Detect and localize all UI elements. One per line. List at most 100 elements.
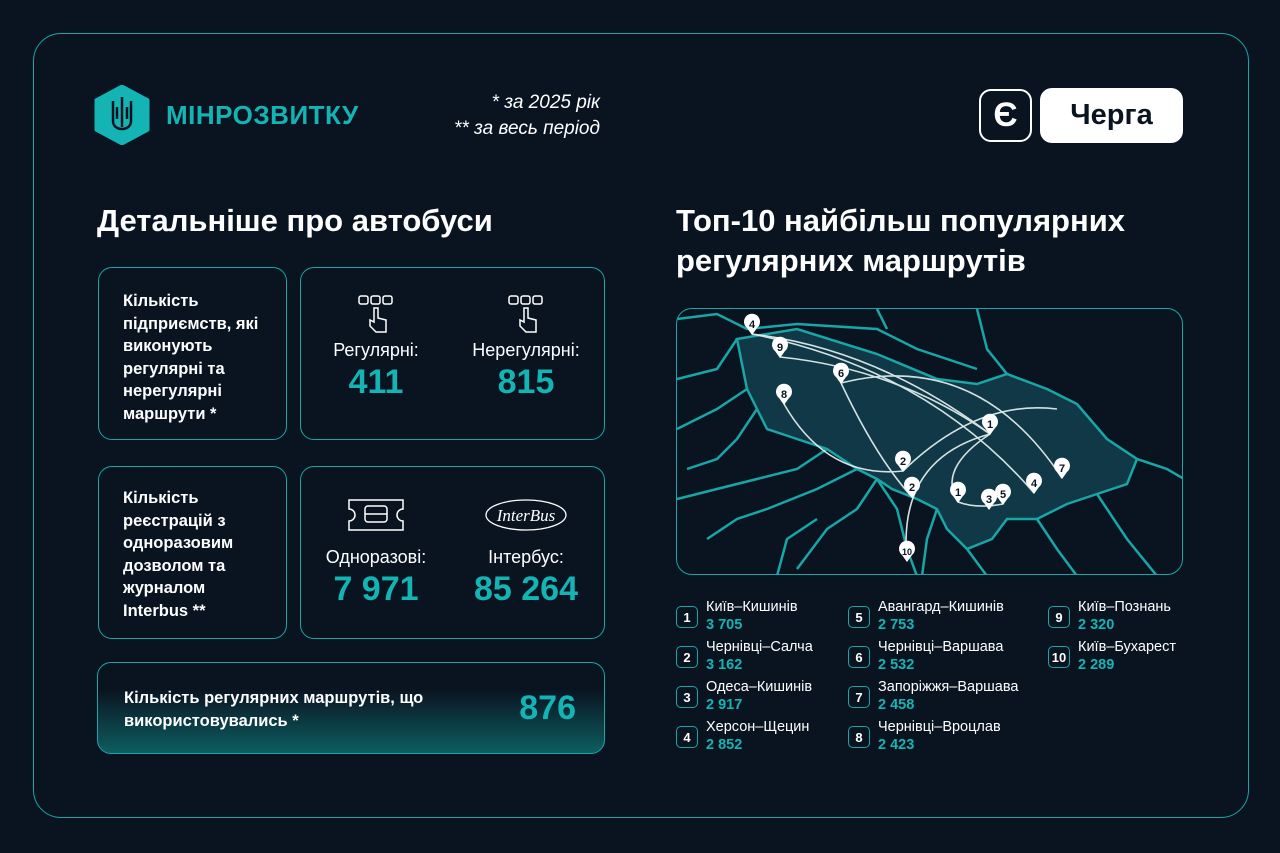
map-pin-icon: 8 [776,383,792,405]
route-count: 3 705 [706,617,743,633]
route-count: 3 162 [706,657,743,673]
routes-map: 4 9 6 8 1 2 2 7 4 1 3 5 10 [676,308,1183,575]
map-pin-icon: 3 [981,488,997,510]
route-count: 2 532 [878,657,915,673]
route-line [905,433,991,562]
route-count: 2 917 [706,697,743,713]
route-line [840,375,1063,479]
svg-text:9: 9 [777,342,783,354]
route-rank-badge: 5 [848,606,870,628]
svg-text:4: 4 [1031,478,1038,490]
route-legend-item: 9 Київ–Познань 2 320 [1048,598,1171,634]
route-name: Київ–Бухарест [1078,639,1176,655]
map-pin-icon: 1 [950,481,966,503]
stat-irregular: Нерегулярні: 815 [451,294,601,402]
stat-regular: Регулярні: 411 [301,294,451,402]
route-name: Київ–Познань [1078,599,1171,615]
map-pin-icon: 7 [1054,457,1070,479]
footnote-year: * за 2025 рік [491,92,600,113]
routes-used-card: Кількість регулярних маршрутів, що викор… [97,662,605,754]
route-legend-item: 4 Херсон–Щецин 2 852 [676,718,809,754]
stat-value: 815 [497,363,555,401]
route-name: Київ–Кишинів [706,599,798,615]
svg-text:10: 10 [902,547,912,557]
route-line [957,501,1004,507]
map-pin-icon: 5 [995,483,1011,505]
route-count: 2 289 [1078,657,1115,673]
route-rank-badge: 4 [676,726,698,748]
svg-text:1: 1 [987,419,993,431]
bus-ticket-icon [301,497,451,531]
route-rank-badge: 7 [848,686,870,708]
interbus-logo-icon: InterBus [451,497,601,531]
route-rank-badge: 3 [676,686,698,708]
map-pin-icon: 1 [982,413,998,435]
route-line [783,403,904,473]
infographic-frame [33,33,1249,818]
stat-label: Нерегулярні: [472,340,580,360]
route-line [902,407,1058,472]
route-legend-item: 5 Авангард–Кишинів 2 753 [848,598,1004,634]
stat-value: 7 971 [333,570,419,608]
cherga-label: Черга [1040,88,1183,143]
svg-text:1: 1 [955,487,961,499]
section-title-top10: Топ-10 найбільш популярних регулярних ма… [676,203,1126,278]
route-legend-item: 1 Київ–Кишинів 3 705 [676,598,798,634]
route-line [840,382,913,498]
route-name: Херсон–Щецин [706,719,810,735]
registrations-label: Кількість реєстрацій з одноразовим дозво… [123,489,234,620]
svg-text:7: 7 [1059,463,1065,475]
route-legend-item: 10 Київ–Бухарест 2 289 [1048,638,1176,674]
brand-name: МІНРОЗВИТКУ [166,100,359,130]
registrations-label-card: Кількість реєстрацій з одноразовим дозво… [98,466,287,639]
route-legend-item: 3 Одеса–Кишинів 2 917 [676,678,812,714]
route-rank-badge: 6 [848,646,870,668]
map-pin-icon: 10 [899,540,915,562]
route-rank-badge: 9 [1048,606,1070,628]
route-legend-item: 7 Запоріжжя–Варшава 2 458 [848,678,1018,714]
route-count: 2 423 [878,737,915,753]
svg-text:6: 6 [838,368,844,380]
route-count: 2 852 [706,737,743,753]
map-pin-icon: 2 [895,450,911,472]
cherga-e-icon: Є [979,89,1032,142]
route-count: 2 458 [878,697,915,713]
enterprises-label-card: Кількість підприємств, які виконують рег… [98,267,287,440]
route-rank-badge: 1 [676,606,698,628]
touch-select-icon [301,294,451,333]
ministry-logo-icon [94,85,150,145]
svg-text:2: 2 [909,482,915,494]
route-legend-item: 2 Чернівці–Салча 3 162 [676,638,813,674]
map-pin-icon: 6 [833,362,849,384]
stat-single-permit: Одноразові: 7 971 [301,497,451,609]
stat-value: 85 264 [474,570,578,608]
svg-text:8: 8 [781,389,787,401]
enterprises-label: Кількість підприємств, які виконують рег… [123,292,259,423]
route-name: Чернівці–Варшава [878,639,1004,655]
svg-text:2: 2 [900,456,906,468]
stat-label: Одноразові: [325,547,427,567]
route-name: Авангард–Кишинів [878,599,1004,615]
enterprises-stats-card: Регулярні: 411 Нерегулярні: 815 [300,267,605,440]
routes-used-label: Кількість регулярних маршрутів, що викор… [124,689,424,730]
routes-used-value: 876 [519,689,576,727]
map-pin-icon: 4 [744,313,760,335]
route-name: Чернівці–Салча [706,639,813,655]
map-pin-icon: 9 [772,336,788,358]
route-rank-badge: 8 [848,726,870,748]
registrations-stats-card: Одноразові: 7 971 InterBus Інтербус: 85 … [300,466,605,639]
route-name: Запоріжжя–Варшава [878,679,1019,695]
stat-interbus: InterBus Інтербус: 85 264 [451,497,601,609]
section-title-buses: Детальніше про автобуси [97,203,493,238]
svg-text:3: 3 [986,494,992,506]
route-count: 2 753 [878,617,915,633]
route-rank-badge: 2 [676,646,698,668]
svg-text:4: 4 [749,319,756,331]
footnote-all-period: ** за весь період [453,118,600,139]
svg-text:InterBus: InterBus [496,506,556,525]
stat-label: Інтербус: [488,547,564,567]
route-name: Одеса–Кишинів [706,679,813,695]
route-name: Чернівці–Вроцлав [878,719,1001,735]
route-rank-badge: 10 [1048,646,1070,668]
route-line [779,356,991,435]
